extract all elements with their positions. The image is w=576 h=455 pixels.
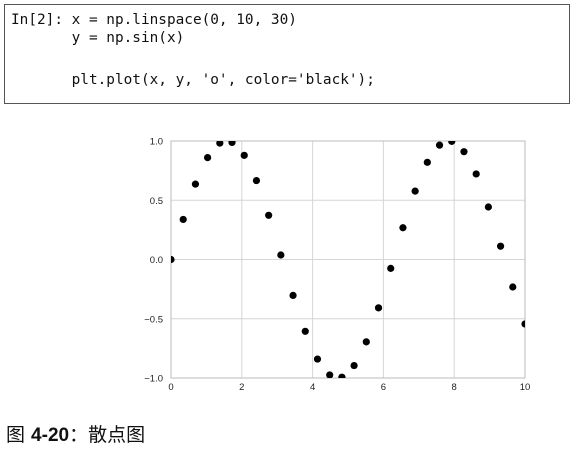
data-point xyxy=(240,151,248,159)
y-tick-label: 1.0 xyxy=(150,137,163,148)
chart-svg: 0 2 4 6 8 10 −1.0 −0.5 0.0 0.5 1.0 xyxy=(144,137,531,394)
data-point xyxy=(448,141,456,145)
data-point xyxy=(423,158,431,166)
data-point xyxy=(289,291,297,300)
data-point xyxy=(484,203,492,211)
data-point xyxy=(460,148,468,156)
data-point xyxy=(265,211,273,219)
code-line-2: y = np.sin(x) xyxy=(11,30,185,46)
data-point xyxy=(435,141,444,149)
x-tick-label: 2 xyxy=(239,382,244,393)
scatter-chart: 0 2 4 6 8 10 −1.0 −0.5 0.0 0.5 1.0 xyxy=(0,128,576,410)
x-tick-label: 4 xyxy=(310,382,315,393)
data-point xyxy=(326,371,334,378)
y-tick-label: 0.5 xyxy=(150,196,163,207)
data-point xyxy=(509,283,517,291)
caption-title: 散点图 xyxy=(88,424,146,446)
caption-separator: ： xyxy=(69,424,89,446)
y-tick-label: −1.0 xyxy=(144,374,163,385)
data-point xyxy=(362,338,370,346)
code-cell[interactable]: In[2]: x = np.linspace(0, 10, 30) y = np… xyxy=(4,4,570,104)
data-point xyxy=(191,180,200,188)
data-point xyxy=(216,141,224,147)
data-point xyxy=(521,320,525,328)
data-point xyxy=(411,187,419,195)
data-point xyxy=(313,355,322,363)
data-point xyxy=(179,215,187,224)
code-line-1: In[2]: x = np.linspace(0, 10, 30) xyxy=(11,12,297,28)
data-point xyxy=(171,255,175,264)
data-point xyxy=(472,170,480,178)
x-tick-label: 10 xyxy=(520,382,531,393)
x-tick-label: 6 xyxy=(381,382,386,393)
figure-caption: 图 4-20：散点图 xyxy=(6,420,145,447)
data-point xyxy=(496,242,505,250)
x-tick-label: 8 xyxy=(452,382,457,393)
data-point xyxy=(252,176,261,185)
data-point xyxy=(277,251,285,259)
data-point xyxy=(374,304,383,312)
y-tick-label: 0.0 xyxy=(150,255,163,266)
x-tick-label: 0 xyxy=(168,382,173,393)
code-line-4: plt.plot(x, y, 'o', color='black'); xyxy=(11,72,375,88)
data-point xyxy=(204,153,212,162)
caption-number: 4-20 xyxy=(31,425,70,446)
y-tick-label: −0.5 xyxy=(144,314,163,325)
data-point xyxy=(228,141,236,147)
caption-prefix: 图 xyxy=(6,424,32,446)
data-point xyxy=(399,224,407,232)
data-point xyxy=(338,373,346,378)
data-point xyxy=(301,327,309,335)
data-point xyxy=(387,264,395,272)
data-point xyxy=(350,361,358,370)
